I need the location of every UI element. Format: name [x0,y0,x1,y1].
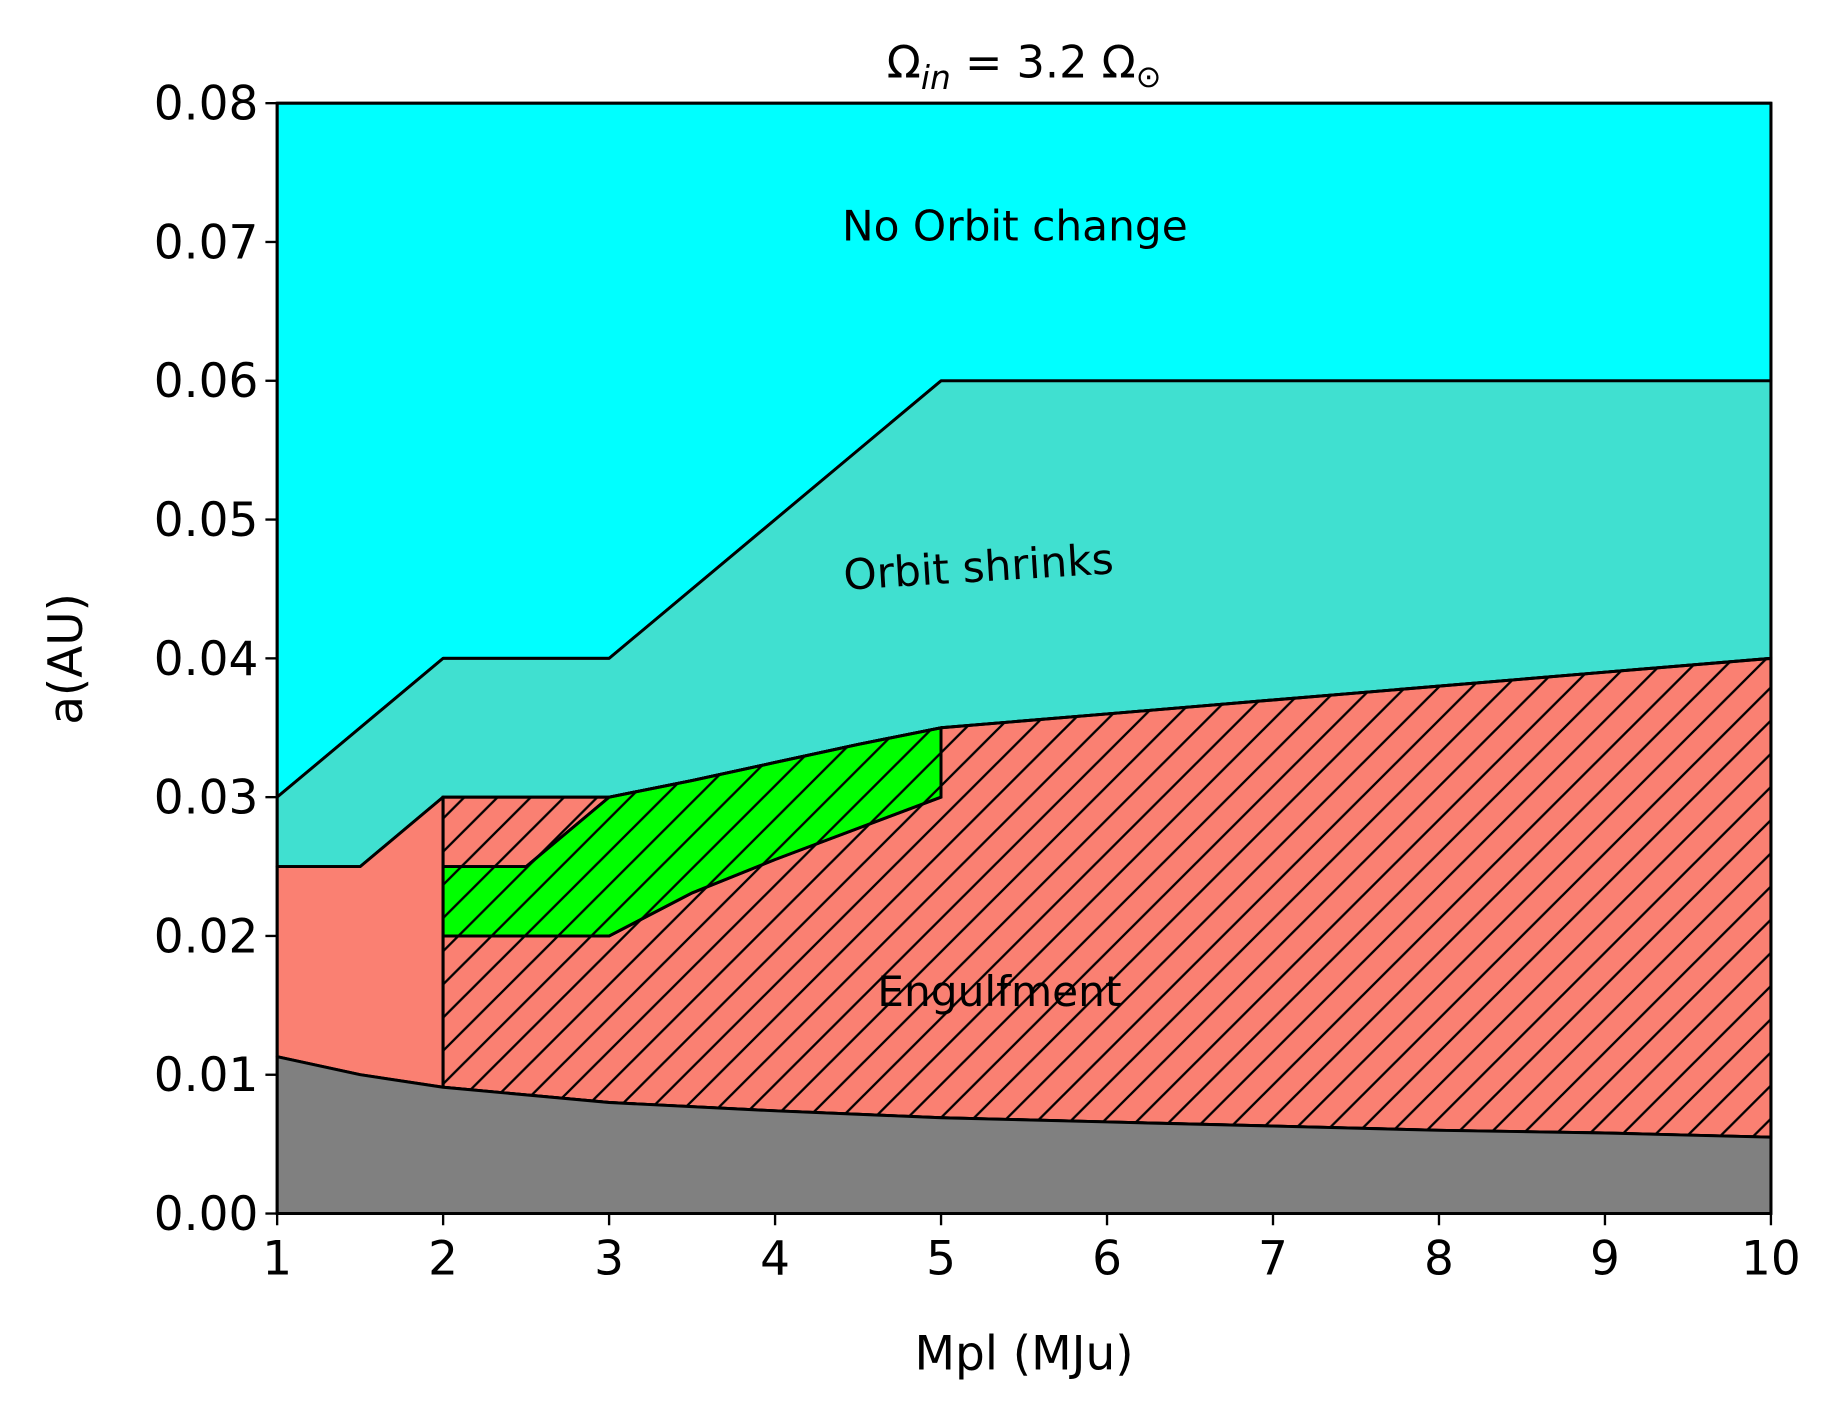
x-tick-label: 1 [262,1232,292,1287]
title-omega: Ω [887,36,921,88]
label-no-orbit-change: No Orbit change [842,201,1188,250]
regions [275,101,1773,1216]
x-tick-label: 4 [760,1232,790,1287]
y-tick-label: 0.05 [154,493,259,548]
x-tick-label: 7 [1258,1232,1288,1287]
x-tick-label: 8 [1424,1232,1454,1287]
y-tick-label: 0.04 [154,632,259,687]
title-sub: in [921,59,951,97]
chart-title: Ωin = 3.2 Ω⊙ [887,36,1162,97]
x-tick-label: 6 [1092,1232,1122,1287]
ticks: 1 2 3 4 5 6 7 8 9 10 0.00 0.01 0.02 0.03 0.04 0.05 0.06 0… [154,77,1801,1287]
y-tick-label: 0.03 [154,771,259,826]
y-axis-label: a(AU) [39,593,94,725]
x-tick-label: 3 [594,1232,624,1287]
y-tick-label: 0.01 [154,1048,259,1103]
hatch-green-region [441,725,943,938]
y-tick-label: 0.02 [154,909,259,964]
x-tick-label: 10 [1741,1232,1801,1287]
x-tick-label: 9 [1590,1232,1620,1287]
y-tick-label: 0.00 [154,1187,259,1242]
region-excluded-grey [275,1055,1773,1216]
label-engulfment: Engulfment [877,967,1121,1016]
x-tick-label: 2 [428,1232,458,1287]
x-tick-label: 5 [926,1232,956,1287]
y-tick-label: 0.08 [154,77,259,132]
y-tick-label: 0.07 [154,215,259,270]
title-rest: = 3.2 Ω [951,36,1136,88]
y-tick-label: 0.06 [154,354,259,409]
title-sun: ⊙ [1136,60,1162,95]
x-axis-label: Mpl (MJu) [915,1327,1134,1382]
